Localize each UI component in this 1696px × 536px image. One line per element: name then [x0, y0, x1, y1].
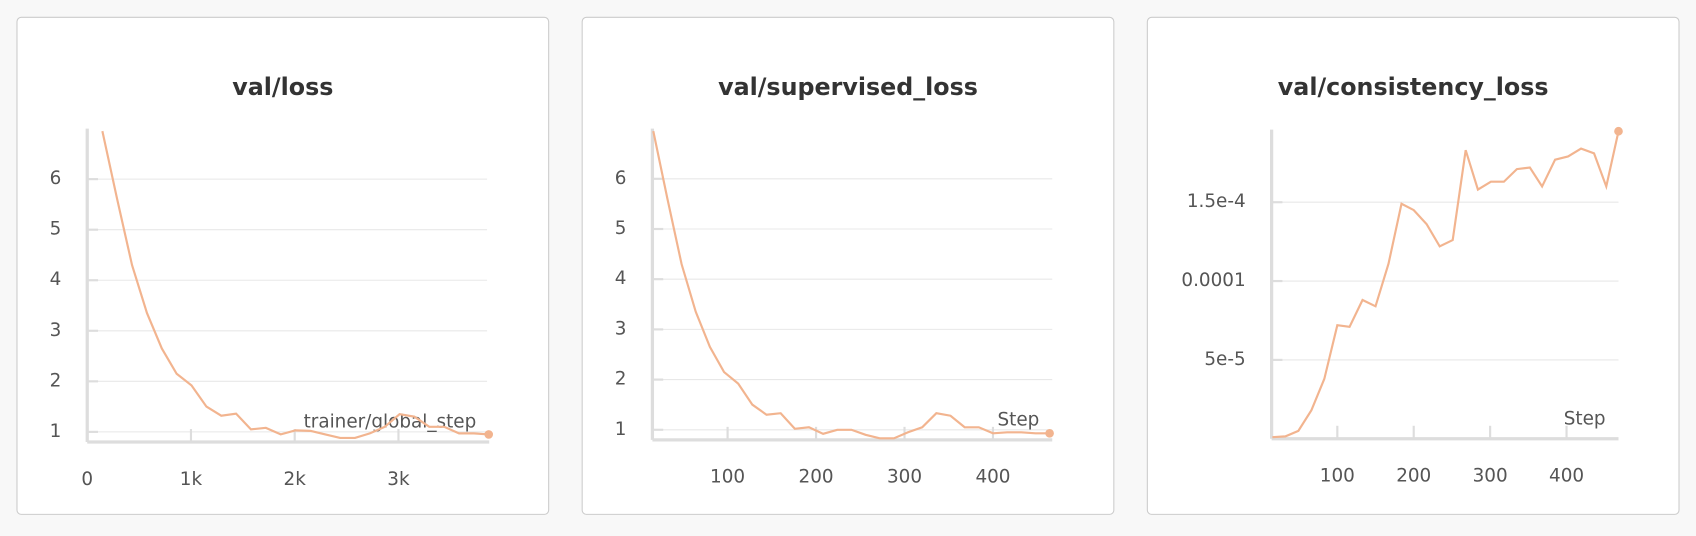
line-series: [652, 130, 1050, 440]
x-tick-label: 200: [1396, 466, 1431, 487]
x-tick-label: 3k: [387, 469, 410, 490]
y-tick-label: 4: [615, 268, 627, 289]
y-tick-label: 4: [50, 269, 62, 290]
y-tick-label: 0.0001: [1181, 270, 1245, 291]
chart-title: val/consistency_loss: [1278, 73, 1549, 101]
x-tick-label: 300: [887, 467, 922, 488]
y-tick-label: 5: [615, 218, 627, 239]
end-dot: [484, 430, 494, 439]
y-tick-label: 5e-5: [1204, 349, 1245, 370]
x-tick-label: 300: [1473, 466, 1508, 487]
y-tick-label: 1: [615, 419, 627, 440]
panel: [16, 16, 550, 515]
x-tick-label: 0: [81, 469, 93, 490]
y-tick-label: 1: [50, 421, 62, 442]
y-tick-label: 2: [615, 369, 627, 390]
x-tick-label: 1k: [180, 469, 203, 490]
y-tick-label: 6: [50, 168, 62, 189]
y-tick-label: 6: [615, 168, 627, 189]
line-series: [101, 130, 489, 440]
x-tick-label: 400: [1549, 466, 1584, 487]
y-tick-label: 3: [615, 318, 627, 339]
x-axis-label: Step: [997, 409, 1039, 430]
panel: [1146, 16, 1680, 515]
x-tick-label: 400: [975, 467, 1010, 488]
chart-title: val/supervised_loss: [718, 73, 978, 101]
y-tick-label: 3: [50, 320, 62, 341]
chart-title: val/loss: [232, 73, 333, 101]
y-tick-label: 5: [50, 219, 62, 240]
end-dot: [1614, 126, 1623, 136]
x-tick-label: 100: [710, 467, 745, 488]
line-series: [1272, 131, 1620, 439]
panel: [581, 16, 1115, 515]
x-tick-label: 200: [799, 467, 834, 488]
end-dot: [1045, 428, 1054, 438]
y-tick-label: 1.5e-4: [1187, 191, 1246, 212]
x-axis-label: Step: [1564, 408, 1606, 429]
y-tick-label: 2: [50, 370, 62, 391]
x-tick-label: 2k: [284, 469, 307, 490]
x-tick-label: 100: [1320, 466, 1355, 487]
